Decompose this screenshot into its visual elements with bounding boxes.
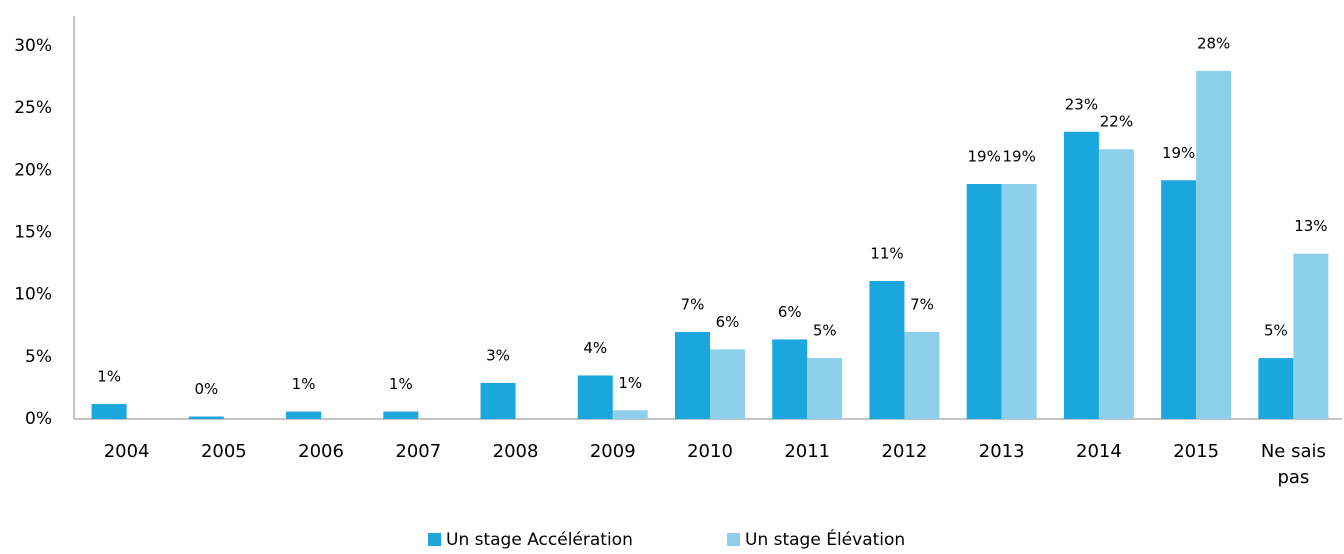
bar xyxy=(188,416,224,419)
x-tick-label: 2015 xyxy=(1173,441,1220,462)
x-tick-label: 2012 xyxy=(881,441,928,462)
bar xyxy=(612,410,648,419)
bar xyxy=(966,184,1002,419)
data-label: 23% xyxy=(1065,95,1098,113)
bar xyxy=(383,411,419,419)
data-label: 3% xyxy=(486,346,510,364)
data-label: 1% xyxy=(389,375,413,393)
data-label: 6% xyxy=(716,313,740,331)
bar xyxy=(1063,131,1099,420)
y-tick-label: 5% xyxy=(25,347,52,367)
data-label: 28% xyxy=(1197,34,1230,52)
bar xyxy=(807,358,843,419)
x-tick-label: 2008 xyxy=(492,441,539,462)
x-tick-label: 2007 xyxy=(395,441,442,462)
legend-swatch xyxy=(428,533,441,546)
bar xyxy=(577,375,613,419)
y-tick-label: 10% xyxy=(14,285,52,305)
data-label: 0% xyxy=(194,380,218,398)
bar xyxy=(1001,184,1037,419)
bar xyxy=(480,382,516,419)
x-tick-label: 2014 xyxy=(1076,441,1122,462)
data-label: 7% xyxy=(910,295,934,313)
bar xyxy=(91,404,127,419)
x-tick-label: 2005 xyxy=(200,441,247,462)
legend-label: Un stage Accélération xyxy=(446,530,633,550)
y-tick-label: 0% xyxy=(25,409,52,429)
bar xyxy=(710,349,745,419)
bar xyxy=(286,411,322,419)
bar xyxy=(904,331,940,419)
data-label: 5% xyxy=(813,322,837,340)
bar xyxy=(1098,149,1134,420)
bar xyxy=(675,331,710,419)
x-tick-label: 2009 xyxy=(589,441,636,462)
data-label: 7% xyxy=(681,295,705,313)
data-label: 6% xyxy=(778,303,802,321)
data-label: 19% xyxy=(1003,148,1036,166)
data-label: 4% xyxy=(583,339,607,357)
legend-label: Un stage Élévation xyxy=(745,528,905,550)
bar xyxy=(1161,180,1197,419)
legend-swatch xyxy=(727,533,740,546)
data-label: 22% xyxy=(1100,113,1133,131)
bar xyxy=(1196,70,1232,419)
data-label: 1% xyxy=(618,374,642,392)
data-label: 1% xyxy=(97,368,121,386)
data-label: 5% xyxy=(1264,322,1288,340)
x-tick-label: Ne sais pas xyxy=(1260,441,1326,488)
bar xyxy=(1258,358,1294,419)
x-tick-label: 2006 xyxy=(298,441,344,462)
bar xyxy=(869,280,905,419)
data-label: 1% xyxy=(292,375,316,393)
y-tick-label: 20% xyxy=(14,160,52,180)
data-label: 11% xyxy=(870,244,903,262)
x-tick-label: 2011 xyxy=(784,441,831,462)
x-tick-label: 2013 xyxy=(978,441,1025,462)
bar xyxy=(1293,253,1329,419)
y-tick-label: 25% xyxy=(14,98,52,118)
x-tick-label: 2004 xyxy=(103,441,150,462)
y-tick-label: 30% xyxy=(14,36,52,56)
data-label: 19% xyxy=(1162,144,1195,162)
x-tick-label: 2010 xyxy=(687,441,733,462)
data-label: 13% xyxy=(1294,217,1327,235)
data-label: 19% xyxy=(968,148,1001,166)
y-tick-label: 15% xyxy=(14,223,52,243)
bar xyxy=(772,339,808,419)
